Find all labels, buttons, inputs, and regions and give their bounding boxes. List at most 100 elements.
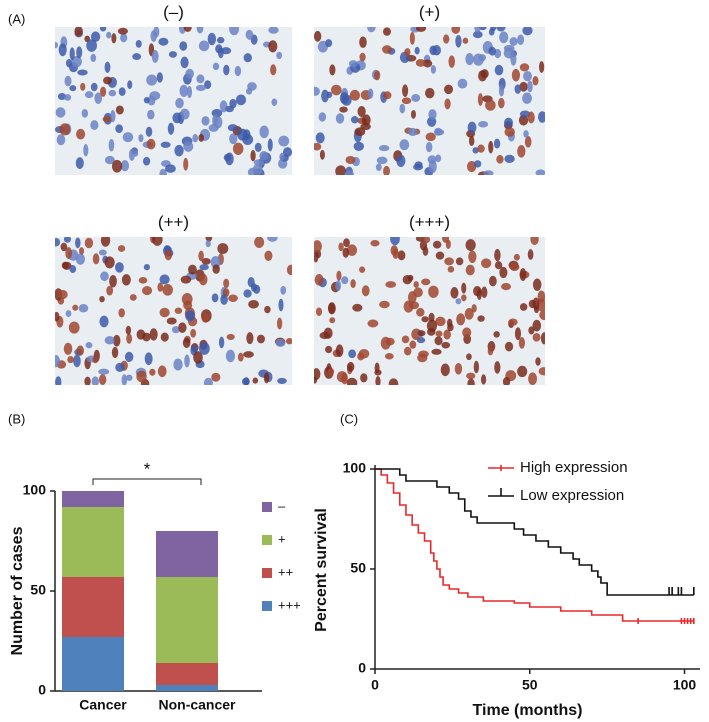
nucleus [268,27,279,34]
nucleus [72,304,79,311]
nucleus [532,332,541,342]
nucleus [146,74,158,86]
nucleus [413,163,424,171]
nucleus [504,154,515,163]
nucleus [434,127,443,136]
nucleus [537,290,545,303]
nucleus [276,51,283,60]
nucleus [319,149,325,160]
nucleus [157,365,167,378]
nucleus [504,117,513,128]
nucleus [319,331,330,340]
nucleus [55,376,62,385]
nucleus [318,112,327,122]
nucleus [447,266,455,273]
nucleus [502,376,511,385]
nucleus [509,263,520,272]
nucleus [361,285,370,297]
nucleus [325,345,333,354]
nucleus [212,264,220,274]
nucleus [149,368,156,376]
nucleus [246,332,254,345]
nucleus [175,97,184,109]
nucleus [329,317,336,324]
nucleus [358,348,370,359]
legend-label: – [278,498,286,513]
nucleus [514,84,522,94]
nucleus [315,307,323,316]
nucleus [99,86,107,97]
nucleus [243,377,250,385]
nucleus [528,372,538,385]
nucleus [385,281,397,288]
nucleus [480,374,487,385]
x-tick-label: Non-cancer [158,697,236,713]
nucleus [256,334,265,344]
nucleus [225,105,234,113]
nucleus [378,144,390,152]
nucleus [180,275,192,284]
nucleus [108,138,115,152]
y-tick-label: 100 [23,482,47,498]
nucleus [532,319,542,332]
nucleus [76,345,85,356]
nucleus [85,342,93,349]
nucleus [518,337,525,349]
nucleus [503,47,515,59]
annotation: * [144,459,151,478]
survival-curve [375,468,694,622]
nucleus [488,275,497,287]
nucleus [117,245,126,252]
nucleus [494,248,501,262]
x-axis-title: Time (months) [473,702,583,719]
nucleus [75,237,81,249]
nucleus [166,317,177,325]
bar-segment [155,685,219,691]
nucleus [335,344,344,357]
nucleus [106,285,114,296]
nucleus [118,308,125,318]
nucleus [494,64,504,76]
nucleus [472,30,483,39]
nucleus [59,123,71,136]
nucleus [190,328,197,338]
nucleus [74,27,83,37]
nucleus [513,253,520,261]
nucleus [198,40,210,52]
nucleus [152,237,163,246]
nucleus [125,325,132,335]
bar-segment [61,491,125,507]
nucleus [530,237,539,245]
nucleus [346,377,358,385]
nucleus [359,266,366,273]
nucleus [263,372,270,384]
nucleus [522,92,533,104]
nucleus [472,147,479,154]
legend-swatch [262,502,272,512]
nucleus [185,68,195,79]
legend-label: +++ [278,597,301,612]
nucleus [360,122,371,131]
nucleus [331,84,342,96]
nucleus [348,60,358,68]
nucleus [428,109,437,120]
nucleus [314,274,324,286]
nucleus [63,237,72,243]
nucleus [243,53,252,63]
nucleus [267,237,278,242]
nucleus [211,372,221,382]
nucleus [76,46,83,59]
nucleus [350,116,359,124]
bar-segment [61,577,125,637]
y-axis-title: Percent survival [313,508,330,632]
nucleus [157,282,164,292]
nucleus [55,311,60,322]
nucleus [83,144,89,157]
nucleus [462,327,472,338]
nucleus [172,112,182,124]
nucleus [413,287,423,298]
nucleus [425,141,433,153]
nucleus [98,249,107,256]
nucleus [415,58,426,67]
legend-label: ++ [278,564,293,579]
